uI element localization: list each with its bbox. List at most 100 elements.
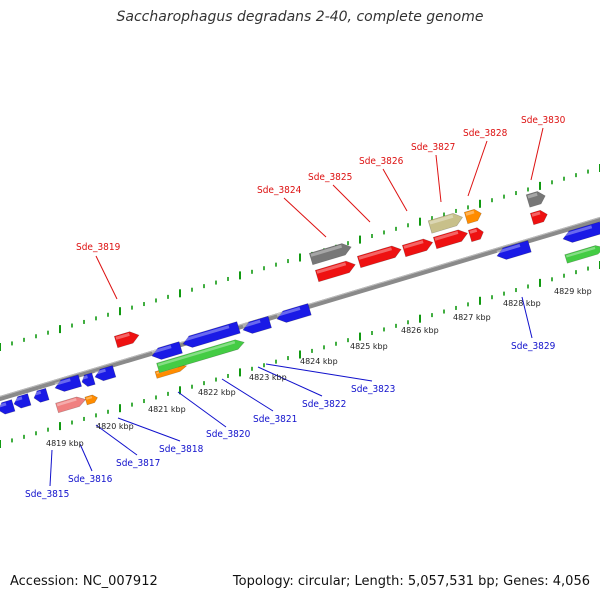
gene-arrow-sde-3821-shine — [182, 325, 230, 342]
connector-sde-3828 — [467, 140, 488, 197]
gene-label-sde-3827: Sde_3827 — [411, 142, 455, 153]
gene-arrow-sde-3815c — [33, 387, 50, 403]
kbp-label-4820: 4820 kbp — [96, 422, 134, 431]
gene-arrow-sde-3826-shine — [358, 247, 392, 260]
gene-arrow-sde-3815a-shine — [0, 402, 7, 408]
connector-sde-3818 — [117, 417, 181, 442]
kbp-label-4829: 4829 kbp — [554, 287, 592, 296]
gene-label-sde-3820: Sde_3820 — [206, 429, 251, 440]
connector-sde-3815 — [49, 449, 53, 487]
gene-label-sde-3829: Sde_3829 — [511, 341, 556, 352]
gene-label-sde-3818: Sde_3818 — [159, 444, 204, 455]
gene-block-sde-3824 — [308, 243, 352, 266]
kbp-label-4824: 4824 kbp — [300, 357, 338, 366]
gene-arrow-sde-3829-shine — [496, 244, 521, 254]
gene-block-sde-3824-shine — [310, 244, 343, 257]
gene-label-sde-3823: Sde_3823 — [351, 384, 395, 395]
connector-sde-3827 — [435, 154, 442, 203]
connector-sde-3816 — [79, 443, 93, 472]
feature-pink — [55, 396, 87, 414]
accession-text: Accession: NC_007912 — [10, 574, 158, 589]
gene-arrow-sde-3815a — [0, 399, 16, 415]
kbp-label-4825: 4825 kbp — [350, 342, 388, 351]
kbp-label-4822: 4822 kbp — [198, 388, 236, 397]
connector-sde-3825 — [332, 184, 371, 223]
connector-sde-3824 — [283, 197, 327, 238]
kbp-label-4828: 4828 kbp — [503, 299, 541, 308]
gene-arrow-sde-3816 — [54, 374, 83, 392]
gene-block-sde-3830-shine — [527, 192, 538, 199]
connector-sde-3821 — [221, 378, 274, 412]
feature-pink-shine — [56, 398, 77, 407]
gene-arrow-sde-3817a-shine — [81, 375, 88, 380]
gene-arrow-sde-3831-shine — [562, 225, 593, 237]
topology-text: Topology: circular; Length: 5,057,531 bp… — [232, 574, 590, 589]
feature-green-right-shine — [565, 246, 596, 258]
map-title: Saccharophagus degradans 2-40, complete … — [116, 9, 484, 25]
connector-sde-3817 — [95, 424, 138, 456]
gene-arrow-sde-3823 — [276, 303, 312, 323]
gene-label-sde-3822: Sde_3822 — [302, 399, 346, 410]
gene-arrow-sde-3822-shine — [242, 319, 261, 328]
kbp-label-4826: 4826 kbp — [401, 326, 439, 335]
gene-block-sde-3828-shine — [465, 210, 475, 216]
gene-label-sde-3826: Sde_3826 — [359, 156, 404, 167]
gene-arrow-sde-3815b — [13, 393, 32, 409]
lower-tick-row — [0, 260, 600, 448]
gene-arrow-sde-3830-shine — [531, 211, 541, 217]
gene-arrow-sde-3830 — [529, 209, 548, 226]
kbp-label-4821: 4821 kbp — [148, 405, 186, 414]
gene-arrow-sde-3815b-shine — [13, 396, 23, 402]
gene-label-sde-3825: Sde_3825 — [308, 172, 352, 183]
gene-label-sde-3815: Sde_3815 — [25, 489, 69, 500]
feature-orange-small — [84, 394, 98, 406]
upper-tick-row — [0, 163, 600, 351]
gene-arrow-sde-3827-shine — [434, 231, 459, 241]
gene-label-sde-3830: Sde_3830 — [521, 115, 566, 126]
gene-features — [0, 191, 600, 415]
gene-label-sde-3819: Sde_3819 — [76, 242, 121, 253]
gene-arrow-sde-3826b-shine — [403, 240, 424, 249]
feature-green-3821-shine — [157, 341, 236, 367]
gene-block-sde-3827 — [427, 213, 464, 234]
gene-arrow-sde-3819-shine — [115, 332, 130, 340]
gene-arrow-sde-3831 — [562, 221, 600, 243]
gene-label-sde-3816: Sde_3816 — [68, 474, 113, 485]
gene-arrow-sde-3821 — [182, 321, 241, 348]
gene-arrow-sde-3826b — [401, 238, 434, 258]
gene-arrow-sde-3820 — [151, 341, 183, 360]
gene-arrow-sde-3826 — [356, 245, 402, 269]
gene-arrow-sde-3823-shine — [276, 307, 301, 317]
gene-arrow-sde-3829 — [496, 240, 532, 260]
gene-arrow-sde-3820-shine — [151, 345, 172, 354]
gene-block-sde-3828 — [463, 208, 482, 225]
connector-sde-3822 — [257, 366, 323, 397]
gene-label-sde-3828: Sde_3828 — [463, 128, 508, 139]
gene-arrow-sde-3828-shine — [469, 228, 478, 234]
gene-arrow-sde-3827 — [432, 229, 469, 250]
feature-orange-small-shine — [86, 396, 93, 400]
gene-arrow-sde-3825-shine — [316, 262, 347, 274]
forward-gene-labels: Sde_3819 Sde_3824 Sde_3825 Sde_3826 Sde_… — [76, 115, 566, 253]
kbp-label-4827: 4827 kbp — [453, 313, 491, 322]
gene-arrow-sde-3817a — [81, 372, 96, 387]
gene-arrow-sde-3819 — [113, 331, 140, 349]
connector-sde-3826 — [382, 168, 408, 212]
connector-sde-3830 — [530, 127, 544, 181]
gene-label-sde-3821: Sde_3821 — [253, 414, 297, 425]
gene-label-sde-3824: Sde_3824 — [257, 185, 302, 196]
gene-block-sde-3830 — [525, 191, 546, 208]
gene-arrow-sde-3816-shine — [54, 378, 71, 386]
gene-arrow-sde-3817b — [94, 365, 117, 382]
gene-arrow-sde-3817b-shine — [94, 368, 106, 375]
gene-arrow-sde-3825 — [314, 260, 356, 283]
gene-arrow-sde-3828 — [467, 227, 484, 243]
feature-green-right — [564, 245, 600, 264]
connector-sde-3823 — [265, 363, 373, 382]
gene-arrow-sde-3815c-shine — [33, 390, 42, 396]
gene-block-sde-3827-shine — [429, 214, 454, 225]
label-connectors — [49, 127, 544, 487]
reverse-gene-labels: Sde_3815 Sde_3816 Sde_3817 Sde_3818 Sde_… — [25, 341, 556, 500]
kbp-labels: 4819 kbp 4820 kbp 4821 kbp 4822 kbp 4823… — [46, 287, 592, 448]
